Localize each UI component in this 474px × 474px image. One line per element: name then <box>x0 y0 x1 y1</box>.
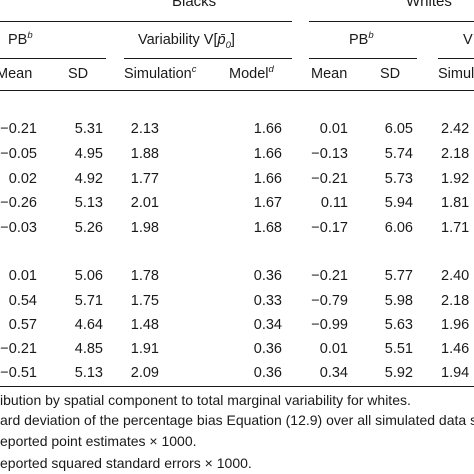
variability-blacks-rule <box>124 58 292 59</box>
cell-sim-blacks: 1.88 <box>130 146 159 162</box>
cell-sd-blacks: 4.95 <box>74 146 103 162</box>
cell-model-blacks: 1.66 <box>253 171 282 187</box>
cell-model-blacks: 0.34 <box>253 317 282 333</box>
cell-sim-whites: 1.46 <box>441 341 470 357</box>
variability-whites-rule <box>438 58 474 59</box>
cell-sd-whites: 6.06 <box>384 220 413 236</box>
pb-blacks-rule <box>0 58 106 59</box>
cell-sd-whites: 5.63 <box>384 317 413 333</box>
cell-mean-whites: −0.13 <box>311 146 348 162</box>
cell-mean-blacks: −0.26 <box>0 195 37 211</box>
pb-whites-rule <box>309 58 417 59</box>
col-mean-blacks: Mean <box>0 66 33 82</box>
cell-sd-blacks: 5.13 <box>74 365 103 381</box>
cell-sim-blacks: 1.48 <box>130 317 159 333</box>
cell-sim-whites: 1.94 <box>441 365 470 381</box>
col-mean-whites: Mean <box>311 66 348 82</box>
cell-sd-whites: 5.98 <box>384 293 413 309</box>
cell-sim-blacks: 1.77 <box>130 171 159 187</box>
cell-mean-whites: −0.21 <box>311 268 348 284</box>
cell-model-blacks: 0.33 <box>253 293 282 309</box>
cell-sim-whites: 1.96 <box>441 317 470 333</box>
cell-model-blacks: 1.66 <box>253 146 282 162</box>
cell-sim-whites: 2.42 <box>441 121 470 137</box>
cell-mean-blacks: 0.54 <box>8 293 37 309</box>
cell-sim-blacks: 1.98 <box>130 220 159 236</box>
cell-mean-blacks: −0.21 <box>0 341 37 357</box>
cell-sd-blacks: 5.26 <box>74 220 103 236</box>
footnote-c: eported point estimates × 1000. <box>0 433 197 449</box>
cell-sim-whites: 1.81 <box>441 195 470 211</box>
cell-sd-whites: 5.51 <box>384 341 413 357</box>
cell-sd-whites: 5.94 <box>384 195 413 211</box>
cell-sd-whites: 5.74 <box>384 146 413 162</box>
cell-model-blacks: 1.68 <box>253 220 282 236</box>
cell-mean-whites: −0.21 <box>311 171 348 187</box>
cell-mean-blacks: 0.02 <box>8 171 37 187</box>
variability-header-blacks: Variability V[p̄0] <box>138 32 235 51</box>
footnote-d: eported squared standard errors × 1000. <box>0 455 252 471</box>
footnote-b: ard deviation of the percentage bias Equ… <box>0 412 474 428</box>
cell-sim-blacks: 2.01 <box>130 195 159 211</box>
cell-sd-blacks: 5.71 <box>74 293 103 309</box>
col-model-blacks: Modeld <box>229 64 274 82</box>
cell-sim-whites: 2.40 <box>441 268 470 284</box>
footnote-a: ibution by spatial component to total ma… <box>0 392 411 408</box>
group-header-blacks: Blacks <box>172 0 217 10</box>
cell-sim-blacks: 1.75 <box>130 293 159 309</box>
cell-mean-whites: 0.01 <box>319 121 348 137</box>
col-sd-blacks: SD <box>68 66 89 82</box>
col-simulation-whites-cut: Simul <box>438 66 474 82</box>
cell-model-blacks: 0.36 <box>253 341 282 357</box>
variability-header-whites-cut: V <box>463 32 473 48</box>
cell-sim-blacks: 2.13 <box>130 121 159 137</box>
cell-model-blacks: 1.66 <box>253 121 282 137</box>
cell-mean-whites: −0.99 <box>311 317 348 333</box>
blacks-group-rule <box>0 21 292 22</box>
whites-group-rule <box>309 21 474 22</box>
cell-mean-blacks: 0.01 <box>8 268 37 284</box>
cell-sd-blacks: 5.13 <box>74 195 103 211</box>
cell-model-blacks: 1.67 <box>253 195 282 211</box>
cell-mean-blacks: 0.57 <box>8 317 37 333</box>
cell-sim-blacks: 1.78 <box>130 268 159 284</box>
cell-mean-blacks: −0.05 <box>0 146 37 162</box>
cell-mean-whites: 0.01 <box>319 341 348 357</box>
col-sd-whites: SD <box>380 66 401 82</box>
header-bottom-rule <box>0 90 474 91</box>
cell-sd-whites: 5.73 <box>384 171 413 187</box>
col-simulation-blacks: Simulationc <box>124 64 197 82</box>
cell-mean-blacks: −0.03 <box>0 220 37 236</box>
cell-sim-whites: 1.92 <box>441 171 470 187</box>
cell-mean-whites: −0.79 <box>311 293 348 309</box>
cell-sd-blacks: 4.64 <box>74 317 103 333</box>
cell-sim-whites: 2.18 <box>441 146 470 162</box>
cell-mean-whites: 0.34 <box>319 365 348 381</box>
cell-sd-whites: 5.77 <box>384 268 413 284</box>
cell-sd-blacks: 5.31 <box>74 121 103 137</box>
pb-header-blacks: PBb <box>8 30 33 48</box>
group-header-whites: Whites <box>406 0 452 10</box>
cell-sd-blacks: 5.06 <box>74 268 103 284</box>
pb-header-whites: PBb <box>349 30 374 48</box>
cell-sim-whites: 1.71 <box>441 220 470 236</box>
cell-mean-blacks: −0.51 <box>0 365 37 381</box>
cell-sd-blacks: 4.92 <box>74 171 103 187</box>
cell-mean-whites: 0.11 <box>320 195 348 211</box>
cell-sd-blacks: 4.85 <box>74 341 103 357</box>
cell-mean-whites: −0.17 <box>311 220 348 236</box>
table-bottom-rule <box>0 386 474 387</box>
cell-sd-whites: 6.05 <box>384 121 413 137</box>
cell-model-blacks: 0.36 <box>253 365 282 381</box>
cell-sim-whites: 2.18 <box>441 293 470 309</box>
cell-model-blacks: 0.36 <box>253 268 282 284</box>
cell-sd-whites: 5.92 <box>384 365 413 381</box>
cell-sim-blacks: 1.91 <box>130 341 159 357</box>
cell-sim-blacks: 2.09 <box>130 365 159 381</box>
cell-mean-blacks: −0.21 <box>0 121 37 137</box>
